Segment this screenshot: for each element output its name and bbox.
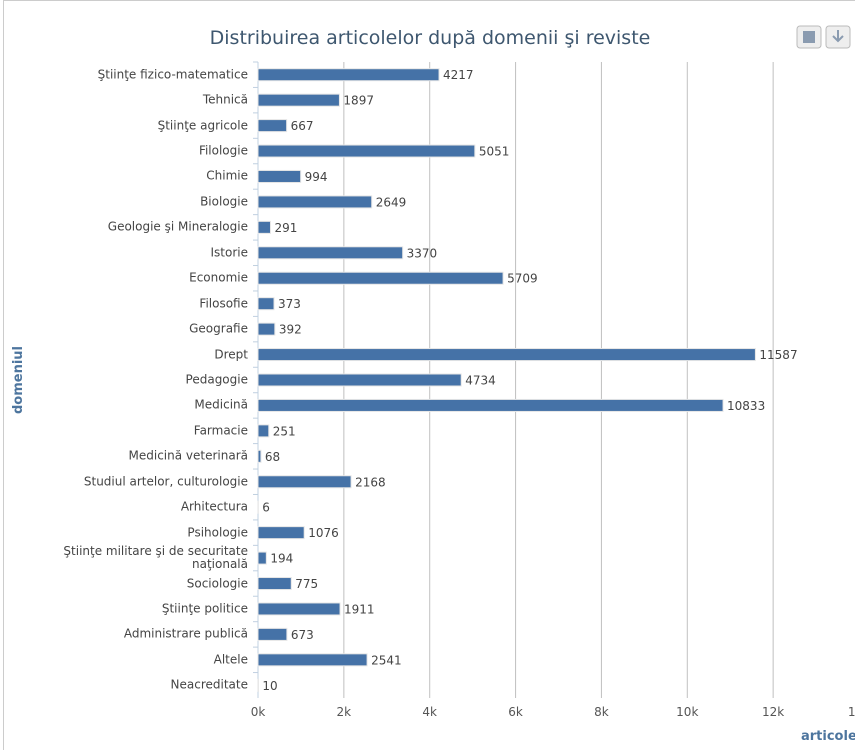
data-label: 373 xyxy=(278,297,301,311)
data-label: 291 xyxy=(274,221,297,235)
y-tick-label: Medicină xyxy=(194,397,248,412)
y-tick-label: Altele xyxy=(213,652,248,667)
bar xyxy=(257,195,373,209)
value-axis-title: articole xyxy=(801,729,855,744)
y-tick-label: Istorie xyxy=(210,245,249,260)
y-tick-label: Geologie şi Mineralogie xyxy=(107,219,248,234)
y-tick-label: Pedagogie xyxy=(185,372,248,387)
y-tick-label: Sociologie xyxy=(186,576,248,591)
y-tick-label: Ştiinţe militare şi de securitate naţion… xyxy=(63,544,248,572)
export-button[interactable] xyxy=(825,25,851,49)
y-tick-label: Chimie xyxy=(206,168,248,183)
data-label: 667 xyxy=(291,119,314,133)
data-label: 2541 xyxy=(371,653,402,667)
data-label: 3370 xyxy=(407,246,438,260)
y-tick-label: Ştiinţe agricole xyxy=(157,118,248,133)
bar xyxy=(257,526,305,540)
y-tick-label: Farmacie xyxy=(193,423,248,438)
y-tick-label: Filosofie xyxy=(199,296,248,311)
data-label: 4734 xyxy=(465,374,496,388)
data-label: 4217 xyxy=(443,68,474,82)
bar xyxy=(257,373,462,387)
y-tick-label: Ştiinţe politice xyxy=(161,601,248,616)
data-label: 11587 xyxy=(759,348,797,362)
x-tick-label: 4k xyxy=(422,705,437,719)
x-tick-label: 6k xyxy=(508,705,523,719)
data-label: 994 xyxy=(305,170,328,184)
bar xyxy=(257,627,288,641)
data-label: 6 xyxy=(262,501,270,515)
data-label: 1076 xyxy=(308,526,339,540)
y-tick-label: Drept xyxy=(214,347,248,362)
bar xyxy=(257,322,276,336)
y-tick-label: Arhitectura xyxy=(180,499,248,514)
bar xyxy=(257,220,271,234)
bar xyxy=(257,93,340,107)
data-label: 2649 xyxy=(376,195,407,209)
data-label: 775 xyxy=(295,577,318,591)
y-tick-label: Psihologie xyxy=(187,525,248,540)
data-label: 392 xyxy=(279,323,302,337)
bar xyxy=(257,297,275,311)
bar xyxy=(257,68,440,82)
x-tick-label: 8k xyxy=(594,705,609,719)
x-tick-label: 0k xyxy=(251,705,266,719)
data-label: 194 xyxy=(270,552,293,566)
bar xyxy=(257,169,302,183)
y-tick-label: Studiul artelor, culturologie xyxy=(83,474,248,489)
x-tick-label: 14k xyxy=(848,705,855,719)
print-button[interactable] xyxy=(796,25,822,49)
y-tick-label: Ştiinţe fizico-matematice xyxy=(97,67,248,82)
bar xyxy=(257,551,267,565)
y-tick-label: Economie xyxy=(189,270,248,285)
chart-title: Distribuirea articolelor după domenii şi… xyxy=(210,27,651,49)
y-tick-label: Biologie xyxy=(200,194,248,209)
bar xyxy=(257,119,288,133)
category-axis-title: domeniul xyxy=(11,346,26,414)
bar xyxy=(257,577,292,591)
x-tick-label: 2k xyxy=(337,705,352,719)
bar xyxy=(257,449,262,463)
y-tick-label: Geografie xyxy=(189,321,248,336)
bar xyxy=(257,424,270,438)
data-label: 5051 xyxy=(479,145,510,159)
bar xyxy=(257,653,368,667)
data-label: 5709 xyxy=(507,272,538,286)
bar xyxy=(257,271,504,285)
data-label: 2168 xyxy=(355,475,386,489)
data-label: 1897 xyxy=(343,94,374,108)
x-tick-label: 12k xyxy=(762,705,784,719)
y-tick-label: Tehnică xyxy=(202,92,248,107)
data-label: 673 xyxy=(291,628,314,642)
data-label: 251 xyxy=(273,424,296,438)
y-tick-label: Neacreditate xyxy=(170,677,248,692)
y-tick-label: Filologie xyxy=(198,143,248,158)
bar xyxy=(257,398,724,412)
data-label: 68 xyxy=(265,450,280,464)
data-label: 10833 xyxy=(727,399,765,413)
bar xyxy=(257,246,404,260)
x-tick-label: 10k xyxy=(676,705,698,719)
data-label: 1911 xyxy=(344,602,375,616)
bar xyxy=(257,348,756,362)
y-tick-label: Administrare publică xyxy=(123,626,248,641)
bar xyxy=(257,602,341,616)
y-tick-label: Medicină veterinară xyxy=(128,448,248,463)
bar xyxy=(257,144,476,158)
bar xyxy=(257,475,352,489)
data-label: 10 xyxy=(262,679,277,693)
